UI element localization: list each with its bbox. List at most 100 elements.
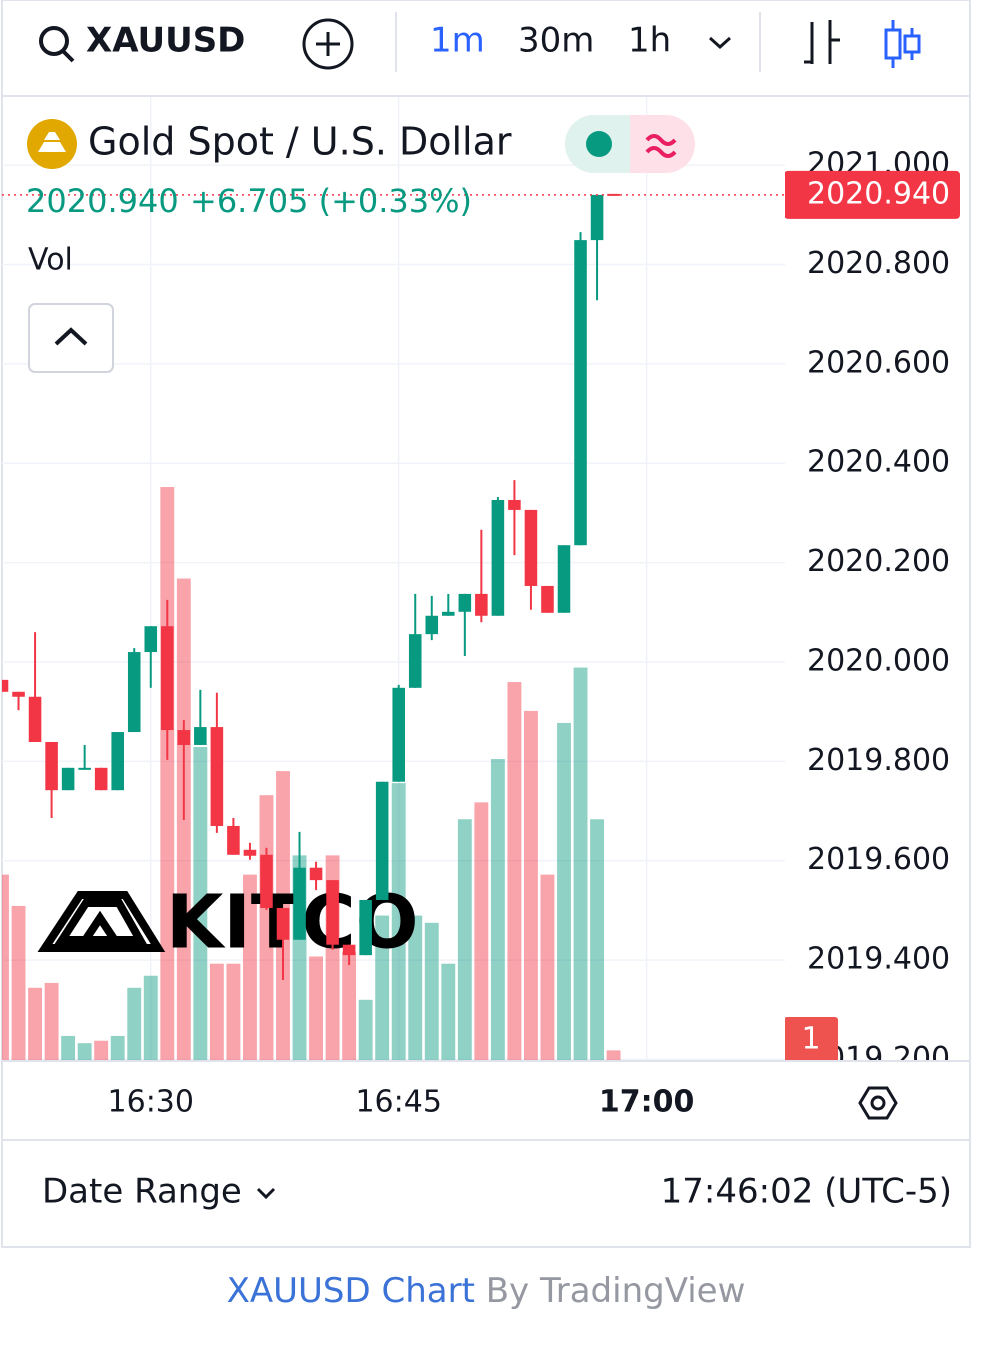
volume-bar (375, 915, 390, 1060)
symbol[interactable]: XAUUSD (86, 21, 245, 61)
volume-bar (61, 1035, 76, 1060)
candles-style-body (903, 34, 921, 54)
candles (2, 193, 785, 980)
last-price: 2020.940 (26, 182, 179, 220)
candle-body (408, 634, 422, 688)
candle-body (590, 194, 604, 241)
candle-body (260, 854, 273, 908)
footer: Date Range 17:46:02 (UTC-5) XAUUSD Chart… (42, 1172, 952, 1311)
collapse-icon (54, 327, 88, 346)
candle-body (194, 727, 207, 745)
y-tick-label: 2020.400 (807, 445, 950, 480)
add-button[interactable] (302, 18, 354, 70)
x-tick-label: 17:00 (599, 1085, 695, 1120)
volume-bar (606, 1050, 621, 1060)
volume-bar (110, 1035, 125, 1060)
candle-body (293, 867, 306, 940)
candle-body (607, 193, 620, 196)
volume-bar (507, 682, 522, 1060)
candle-body (2, 679, 9, 692)
volume-bar (160, 487, 175, 1060)
y-tick-label: 2020.200 (807, 544, 950, 579)
candle-body (12, 691, 25, 697)
volume-bar (28, 987, 43, 1060)
interval-dropdown[interactable] (708, 36, 732, 50)
chart-title: Gold Spot / U.S. Dollar (88, 120, 512, 164)
volume-bar (127, 987, 142, 1060)
interval-30m[interactable]: 30m (518, 21, 594, 61)
candle-body (574, 240, 587, 546)
event-badge (785, 1017, 838, 1060)
volume-bar (391, 783, 406, 1060)
candle-body (326, 880, 339, 945)
price-change: +6.705 (+0.33%) (190, 182, 472, 220)
price-axis: 2019.200 2019.400 2019.600 2019.800 2020.000… (785, 147, 960, 1076)
candle-body (28, 696, 42, 742)
y-tick-label: 2020.800 (807, 246, 950, 281)
attribution: XAUUSD Chart By TradingView (227, 1271, 746, 1311)
last-price-tag (785, 170, 960, 219)
candle-body (359, 899, 372, 956)
candle-body (227, 825, 240, 855)
y-tick-label: 2019.600 (807, 842, 950, 877)
y-tick-label: 2019.200 (807, 1041, 950, 1076)
candle-body (243, 849, 257, 856)
add-icon (316, 32, 340, 56)
volume-bar (2, 874, 9, 1060)
event-badge-label: 1 (801, 1022, 820, 1057)
search-icon[interactable] (39, 26, 69, 56)
volume-bar (457, 819, 472, 1060)
candles-style-button[interactable] (884, 28, 902, 60)
toolbar: XAUUSD 1m 30m 1h (2, 12, 970, 97)
candle-body (557, 545, 571, 613)
volume-bar (342, 951, 357, 1060)
candle-body (475, 593, 488, 616)
symbol-logo-bars (38, 132, 66, 152)
candle-body (309, 867, 323, 881)
interval-1m[interactable]: 1m (430, 21, 485, 61)
volume-bar (226, 963, 241, 1060)
delayed-icon (645, 134, 677, 158)
interval-1h[interactable]: 1h (628, 21, 671, 61)
candle-body (210, 727, 224, 826)
collapse-button[interactable] (28, 303, 114, 373)
clock: 17:46:02 (UTC-5) (661, 1172, 952, 1212)
candle-body (111, 732, 124, 791)
candle-body (425, 615, 439, 635)
volume-bar (408, 915, 423, 1060)
bars-style-button[interactable] (804, 20, 840, 64)
candle-body (94, 767, 108, 791)
y-tick-label: 2019.800 (807, 743, 950, 778)
settings-button[interactable] (858, 1086, 898, 1120)
chart-link[interactable]: XAUUSD Chart (227, 1271, 475, 1311)
market-open-dot (586, 131, 612, 157)
volume-bar (557, 722, 571, 1060)
candle-body (45, 741, 58, 791)
volume-bar (524, 710, 538, 1060)
volume-bar (77, 1043, 92, 1060)
candle-body (392, 687, 405, 782)
settings-icon (870, 1095, 886, 1111)
candle-body (491, 499, 505, 616)
x-tick-label: 16:30 (108, 1085, 194, 1120)
volume-bar (424, 922, 439, 1060)
candle-body (375, 781, 389, 900)
legend: Gold Spot / U.S. Dollar 2020.940 +6.705 … (26, 115, 695, 373)
date-range-chevron (256, 1187, 276, 1200)
candle-body (442, 611, 455, 616)
x-tick-label: 16:45 (355, 1085, 441, 1120)
kitco-logo (37, 891, 166, 952)
date-range[interactable]: Date Range (42, 1172, 242, 1212)
volume-bar (573, 667, 588, 1060)
candle-body (144, 626, 158, 653)
volume-bar (490, 759, 505, 1060)
candle-body (524, 509, 538, 586)
volume-bar (590, 819, 605, 1060)
volume-bar (540, 874, 555, 1060)
candle-body (177, 730, 191, 745)
candle-body (78, 767, 91, 770)
last-price-tag-label: 2020.940 (807, 176, 950, 211)
volume-bar (209, 963, 224, 1060)
